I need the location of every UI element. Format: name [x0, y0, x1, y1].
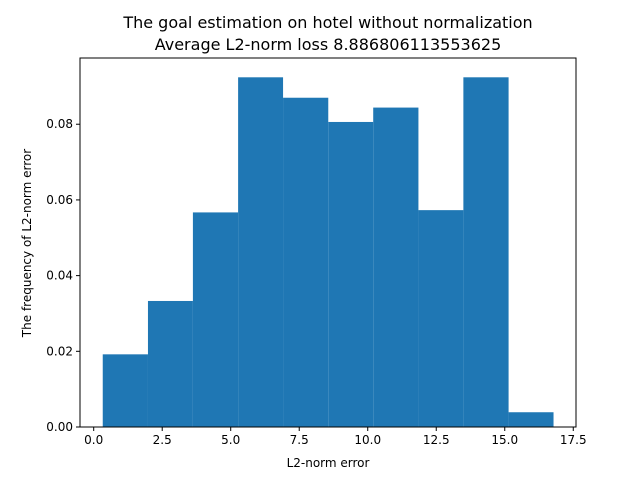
histogram-bar-8: [463, 77, 509, 427]
histogram-bar-3: [238, 77, 284, 427]
x-tick-label: 0.0: [84, 433, 103, 447]
x-tick-label: 15.0: [491, 433, 518, 447]
histogram-bar-9: [508, 412, 554, 427]
histogram-bar-1: [147, 300, 193, 427]
histogram-bar-0: [102, 354, 148, 427]
x-tick-label: 10.0: [354, 433, 381, 447]
y-tick-label: 0.06: [46, 193, 73, 207]
histogram-bar-2: [192, 212, 239, 427]
y-tick-label: 0.08: [46, 117, 73, 131]
histogram-bar-6: [373, 107, 419, 427]
histogram-bars: [102, 77, 554, 428]
y-tick-label: 0.02: [46, 344, 73, 358]
x-tick-label: 2.5: [153, 433, 172, 447]
x-tick-label: 7.5: [290, 433, 309, 447]
chart-title-line2: Average L2-norm loss 8.886806113553625: [155, 35, 502, 54]
histogram-bar-5: [328, 121, 374, 428]
y-axis-label: The frequency of L2-norm error: [20, 149, 34, 338]
axes-frame: [79, 57, 577, 428]
x-tick-label: 17.5: [560, 433, 587, 447]
y-axis-ticks: 0.00 0.02 0.04 0.06 0.08: [46, 117, 80, 434]
x-axis-ticks: 0.0 2.5 5.0 7.5 10.0 12.5 15.0 17.5: [84, 427, 587, 447]
x-axis-label: L2-norm error: [287, 456, 370, 470]
chart-title-line1: The goal estimation on hotel without nor…: [122, 13, 532, 32]
x-tick-label: 12.5: [423, 433, 450, 447]
x-tick-label: 5.0: [221, 433, 240, 447]
y-tick-label: 0.00: [46, 420, 73, 434]
histogram-bar-4: [283, 97, 329, 427]
histogram-bar-7: [418, 210, 464, 427]
y-tick-label: 0.04: [46, 269, 73, 283]
